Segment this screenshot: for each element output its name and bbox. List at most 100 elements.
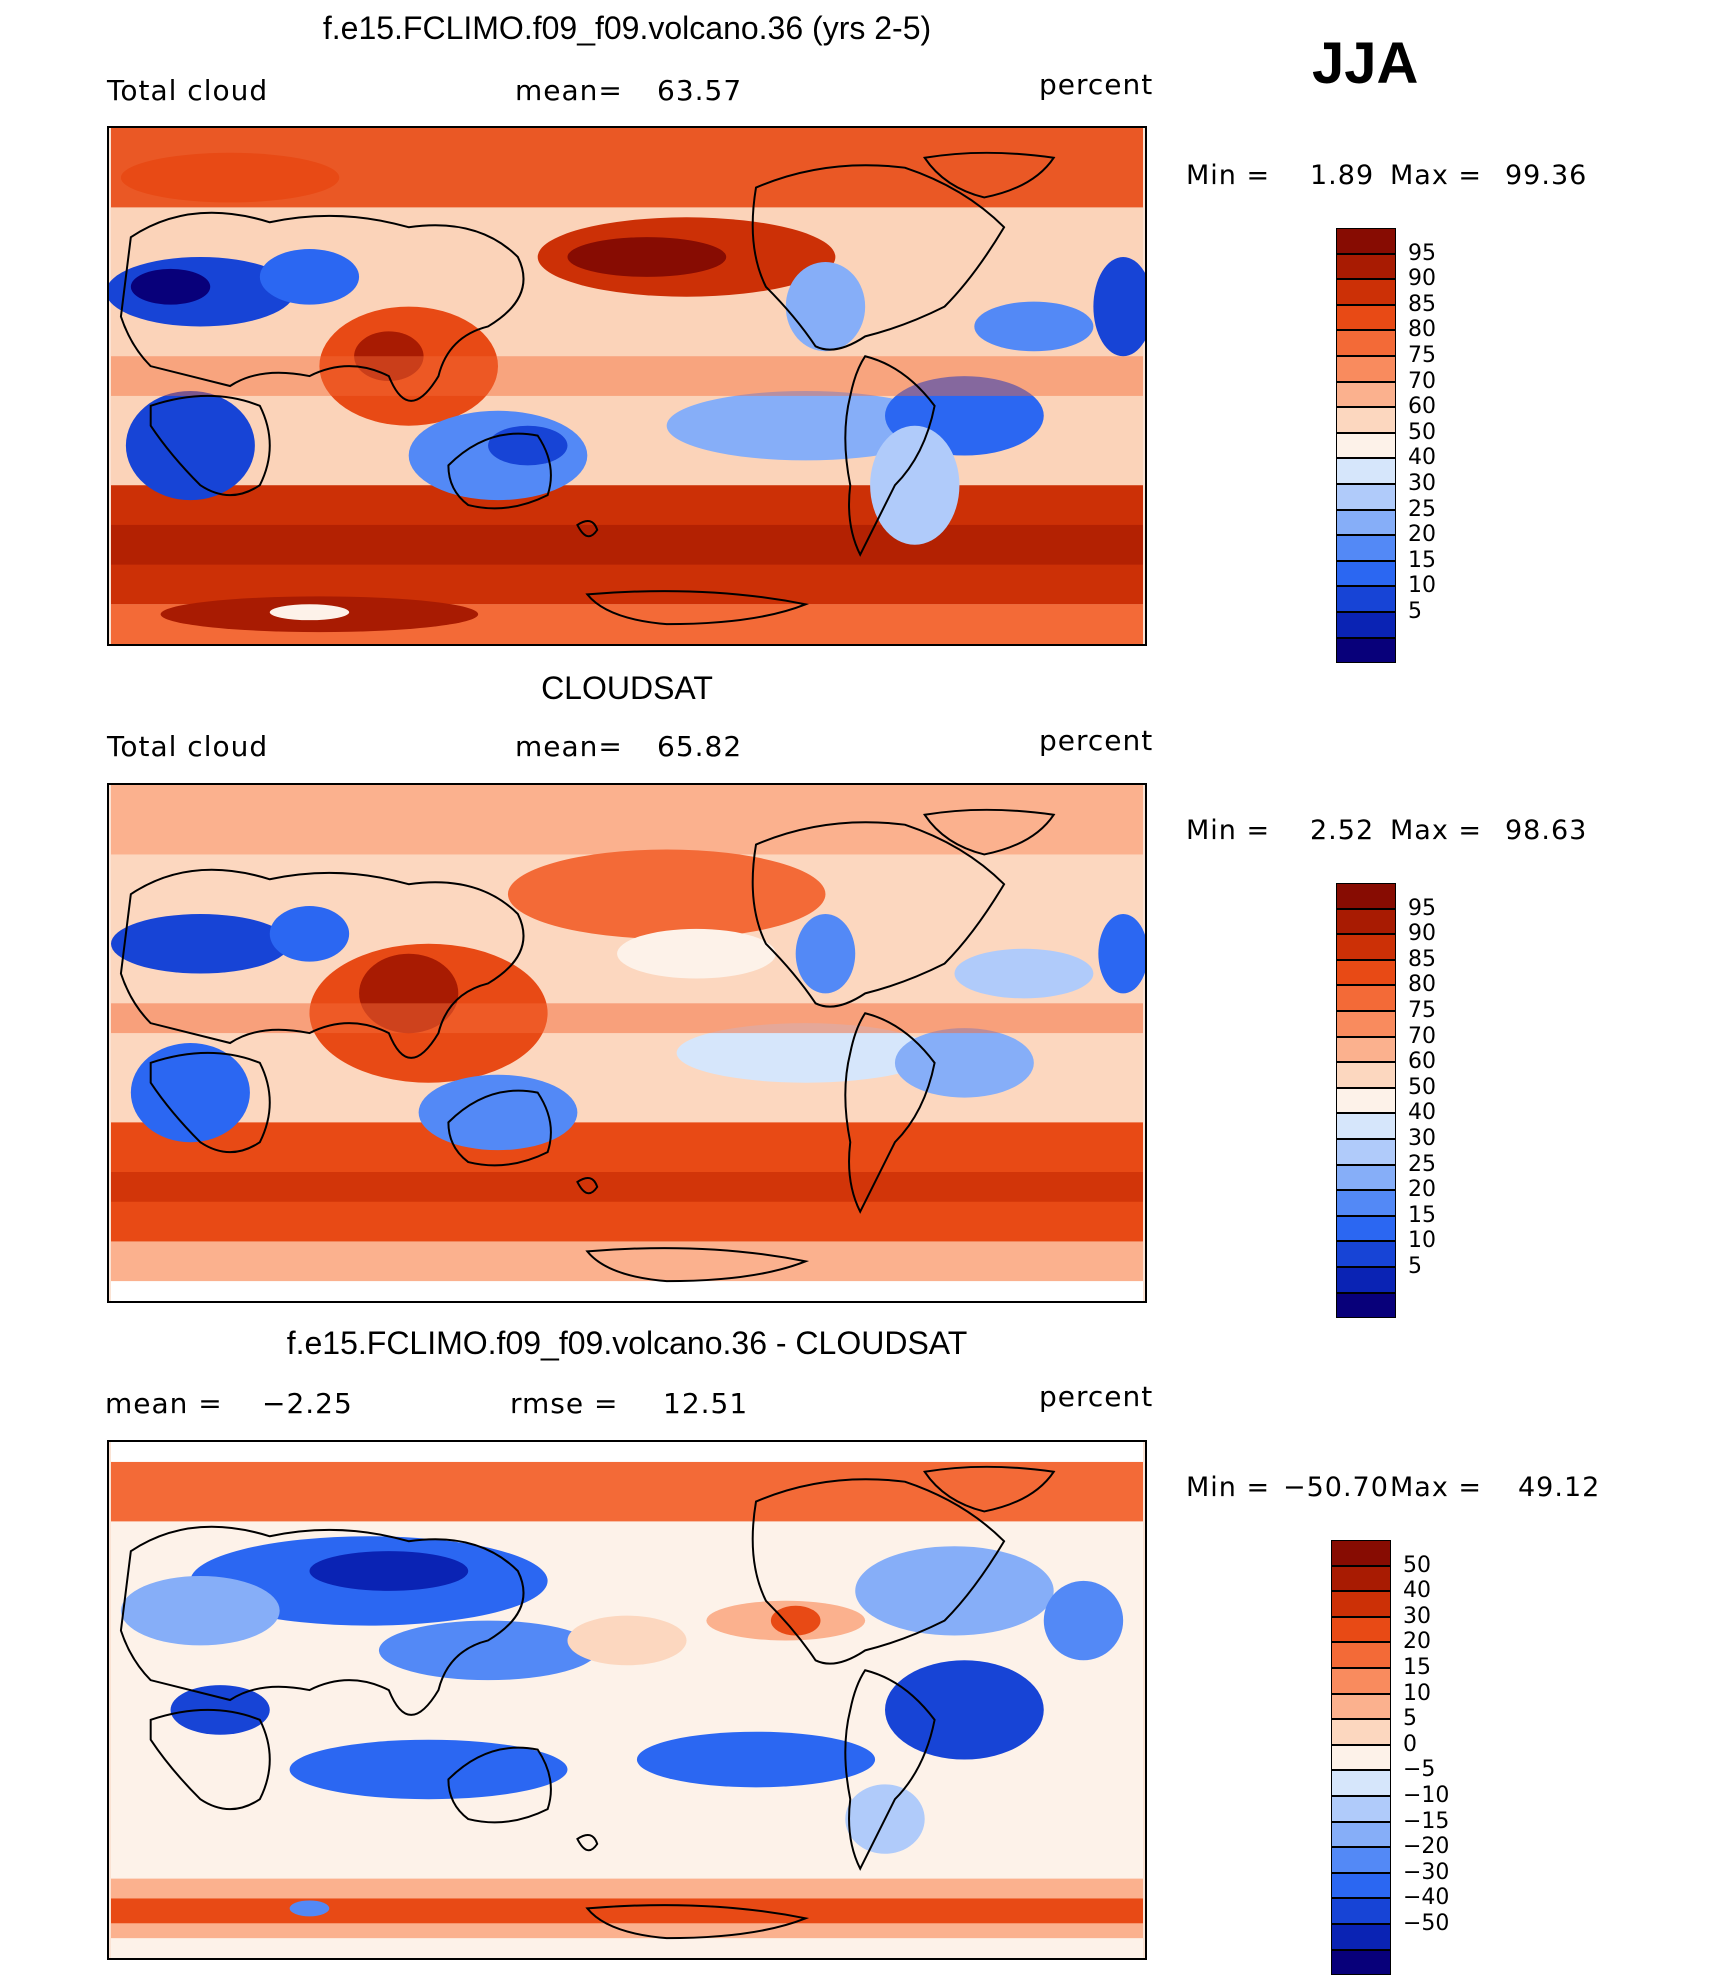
colorbar-label: 40	[1408, 445, 1436, 471]
panel2-max-label: Max =	[1390, 815, 1483, 846]
colorbar-label: 10	[1403, 1680, 1431, 1706]
colorbar-label: 85	[1408, 946, 1436, 972]
colorbar-swatch	[1331, 1642, 1391, 1668]
panel1-min-label: Min =	[1186, 160, 1271, 191]
colorbar-label: 40	[1403, 1578, 1431, 1604]
panel1-colorbar: 95 90 85 80 75 70 60 50 40 30 25 20 15 10 5	[1336, 228, 1436, 664]
colorbar-swatch	[1336, 381, 1396, 408]
colorbar-label: 20	[1408, 522, 1436, 548]
colorbar-label: 10	[1408, 573, 1436, 599]
colorbar-label: 90	[1408, 921, 1436, 947]
panel3-rmse-value: 12.51	[663, 1387, 749, 1420]
colorbar-swatch	[1331, 1540, 1391, 1566]
colorbar-label: 80	[1408, 972, 1436, 998]
colorbar-swatch	[1331, 1949, 1391, 1975]
panel2-map	[107, 783, 1147, 1303]
colorbar-label: −20	[1403, 1834, 1450, 1860]
colorbar-label: −5	[1403, 1757, 1436, 1783]
colorbar-label: 25	[1408, 496, 1436, 522]
panel1-units: percent	[1039, 68, 1154, 101]
colorbar-swatch	[1336, 484, 1396, 510]
colorbar-label: 75	[1408, 998, 1436, 1023]
colorbar-swatch	[1331, 1719, 1391, 1745]
panel3-max-label: Max =	[1390, 1472, 1483, 1503]
colorbar-label: 30	[1403, 1603, 1431, 1629]
panel1-max-value: 99.36	[1505, 160, 1588, 191]
panel2-min-label: Min =	[1186, 815, 1271, 846]
colorbar-label: 15	[1408, 1202, 1436, 1228]
colorbar-label: 15	[1408, 547, 1436, 573]
panel3-rmse-label: rmse =	[510, 1387, 619, 1420]
colorbar-swatch	[1336, 1267, 1396, 1293]
panel2-mean-value: 65.82	[657, 730, 743, 763]
colorbar-swatch	[1331, 1565, 1391, 1592]
colorbar-label: 95	[1408, 240, 1436, 266]
panel1-mean-label: mean=	[515, 74, 623, 107]
colorbar-label: 25	[1408, 1151, 1436, 1177]
panel2-colorbar: 95 90 85 80 75 70 60 50 40 30 25 20 15 10 5	[1336, 883, 1436, 1319]
colorbar-label: −15	[1403, 1808, 1450, 1834]
colorbar-swatch	[1331, 1744, 1391, 1771]
panel2-title: CLOUDSAT	[541, 670, 713, 706]
colorbar-label: 70	[1408, 368, 1436, 394]
colorbar-swatch	[1331, 1616, 1391, 1643]
colorbar-swatch	[1336, 908, 1396, 935]
panel2-max-value: 98.63	[1505, 815, 1588, 846]
colorbar-swatch	[1331, 1821, 1391, 1848]
colorbar-label: 10	[1408, 1228, 1436, 1254]
colorbar-swatch	[1331, 1924, 1391, 1950]
panel3-title: f.e15.FCLIMO.f09_f09.volcano.36 - CLOUDS…	[286, 1325, 968, 1361]
colorbar-swatch	[1336, 432, 1396, 459]
panel2-mean-label: mean=	[515, 730, 623, 763]
colorbar-swatch	[1336, 458, 1396, 484]
colorbar-label: 50	[1408, 1074, 1436, 1100]
colorbar-swatch	[1336, 1139, 1396, 1165]
colorbar-swatch	[1336, 985, 1396, 1011]
colorbar-swatch	[1336, 612, 1396, 638]
colorbar-swatch	[1336, 1062, 1396, 1088]
colorbar-swatch	[1336, 637, 1396, 664]
panel3-min-value: −50.70	[1283, 1472, 1389, 1503]
colorbar-swatch	[1336, 535, 1396, 561]
colorbar-swatch	[1336, 1113, 1396, 1139]
colorbar-swatch	[1331, 1591, 1391, 1617]
panel1-min-value: 1.89	[1310, 160, 1375, 191]
panel3-colorbar: 50 40 30 20 15 10 5 0 −5 −10 −15 −20 −30 −40 −50	[1331, 1540, 1449, 1975]
colorbar-swatch	[1336, 586, 1396, 612]
colorbar-swatch	[1336, 1036, 1396, 1063]
panel3-min-label: Min =	[1186, 1472, 1271, 1503]
panel1-max-label: Max =	[1390, 160, 1483, 191]
colorbar-swatch	[1336, 1190, 1396, 1216]
panel1-mean-value: 63.57	[657, 74, 743, 107]
colorbar-label: 85	[1408, 291, 1436, 317]
panel3-max-value: 49.12	[1518, 1472, 1601, 1503]
colorbar-swatch	[1336, 1215, 1396, 1242]
panel2-map-svg	[111, 785, 1145, 1301]
colorbar-label: 95	[1408, 895, 1436, 921]
colorbar-swatch	[1336, 356, 1396, 382]
colorbar-swatch	[1336, 560, 1396, 587]
panel3-map	[107, 1440, 1147, 1960]
panel3-map-svg	[111, 1442, 1143, 1958]
colorbar-swatch	[1336, 509, 1396, 536]
colorbar-label: 5	[1408, 1254, 1422, 1279]
colorbar-swatch	[1336, 1087, 1396, 1114]
colorbar-swatch	[1331, 1898, 1391, 1924]
colorbar-swatch	[1331, 1770, 1391, 1796]
panel3-mean-label: mean =	[105, 1387, 223, 1420]
colorbar-label: 40	[1408, 1100, 1436, 1126]
panel2-variable-label: Total cloud	[107, 730, 269, 763]
colorbar-label: 50	[1403, 1552, 1431, 1578]
colorbar-label: 75	[1408, 343, 1436, 368]
colorbar-label: 90	[1408, 266, 1436, 292]
panel1-map-svg	[109, 128, 1145, 644]
colorbar-swatch	[1336, 1164, 1396, 1191]
colorbar-label: 5	[1403, 1706, 1417, 1732]
colorbar-swatch	[1336, 934, 1396, 960]
colorbar-label: 30	[1408, 1126, 1436, 1151]
colorbar-label: 70	[1408, 1023, 1436, 1049]
colorbar-label: 5	[1408, 599, 1422, 624]
colorbar-swatch	[1336, 279, 1396, 305]
colorbar-swatch	[1331, 1847, 1391, 1873]
colorbar-swatch	[1331, 1693, 1391, 1720]
